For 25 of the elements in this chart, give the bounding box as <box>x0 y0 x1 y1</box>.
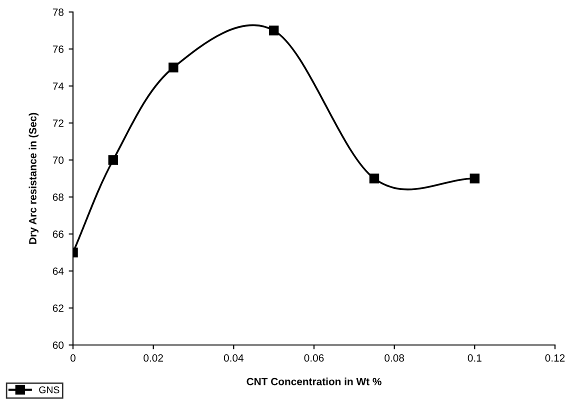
y-tick-label: 72 <box>52 120 64 127</box>
x-axis-title: CNT Concentration in Wt % <box>246 378 382 386</box>
x-tick-label: 0.08 <box>384 354 404 362</box>
point <box>168 62 178 72</box>
x-tick-label: 0.1 <box>468 354 482 362</box>
x-tick-label: 0.04 <box>224 354 244 362</box>
point <box>108 155 118 165</box>
y-tick-label: 70 <box>52 156 64 164</box>
y-tick-label: 66 <box>52 230 64 238</box>
point <box>369 174 380 184</box>
y-tick-label: 74 <box>52 82 64 90</box>
y-tick-label: 62 <box>52 304 64 312</box>
point <box>470 174 480 184</box>
y-tick-label: 60 <box>52 342 64 349</box>
x-tick-label: 0.12 <box>545 354 565 362</box>
y-tick-label: 64 <box>52 268 64 275</box>
legend-label: GNS <box>39 386 60 394</box>
x-tick-label: 0 <box>70 354 76 362</box>
y-tick-label: 78 <box>52 8 64 16</box>
y-tick-label: 68 <box>52 194 64 201</box>
x-tick-label: 0.02 <box>144 354 163 362</box>
x-tick-label: 0.06 <box>304 354 324 362</box>
y-axis-title: Dry Arc resistance in (Sec) <box>28 112 38 244</box>
point <box>268 26 279 36</box>
y-tick-label: 76 <box>52 46 64 53</box>
